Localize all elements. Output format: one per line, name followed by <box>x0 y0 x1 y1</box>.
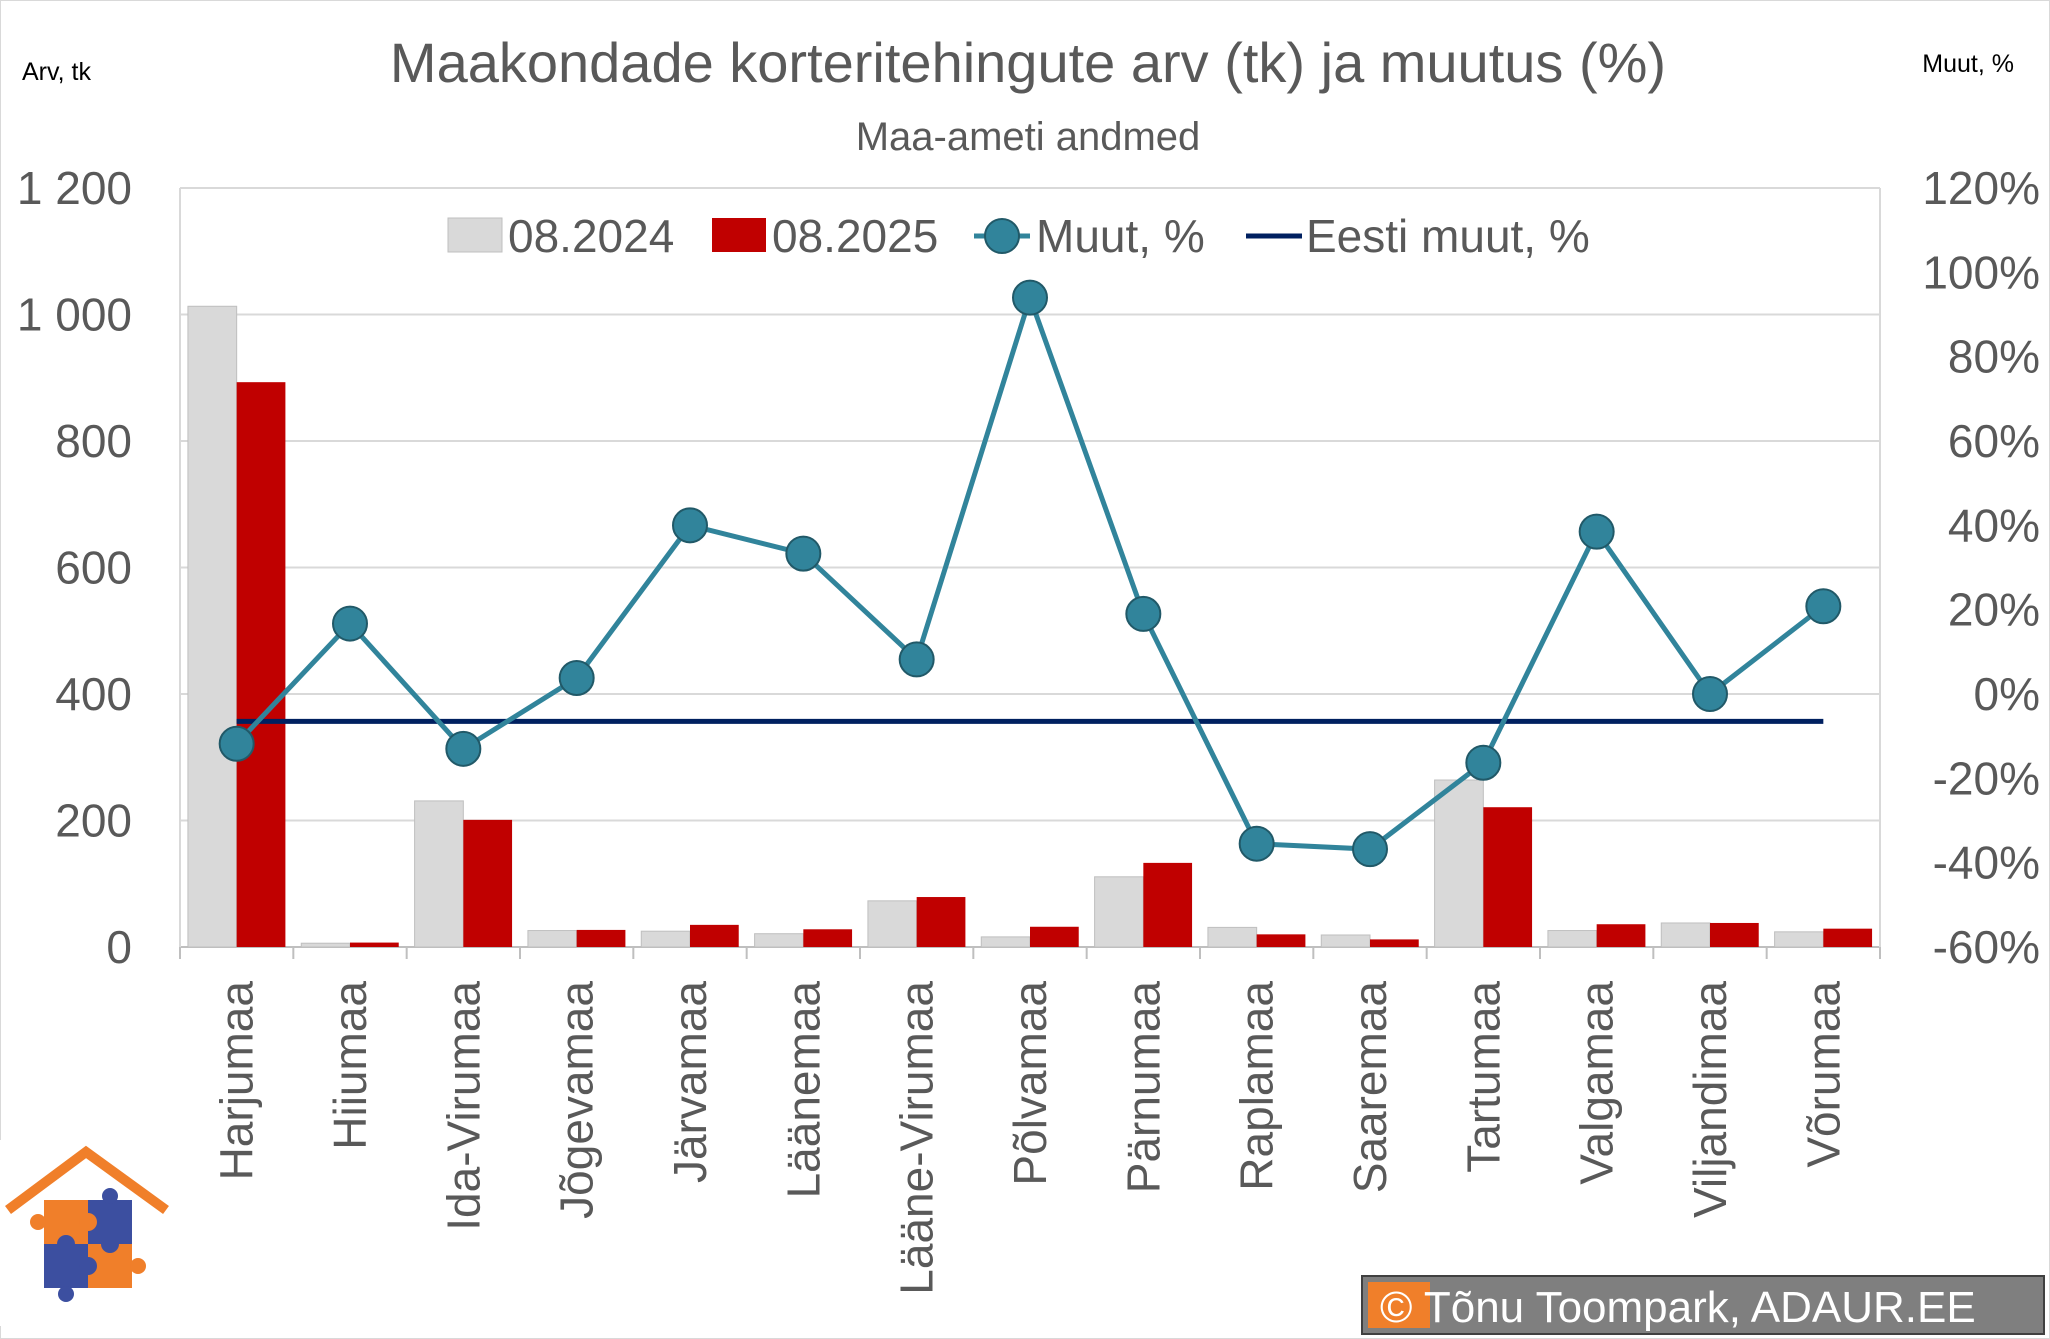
bar-082024-Hiiumaa <box>300 942 351 948</box>
bar-082025-Lääne-Virumaa <box>916 897 966 947</box>
category-axis: Harjumaa Hiiumaa Ida-Virumaa Jõgevamaa Järva… <box>211 981 1850 1295</box>
point-muut-Valgamaa <box>1578 513 1615 550</box>
legend-marker-muut <box>984 218 1020 254</box>
bar-082025-Võrumaa <box>1823 928 1873 947</box>
chart-title: Maakondade korteritehingute arv (tk) ja … <box>390 31 1666 94</box>
category-label: Ida-Virumaa <box>437 981 489 1231</box>
legend-label-2024: 08.2024 <box>508 210 674 262</box>
bar-082024-Põlvamaa <box>980 936 1031 948</box>
right-tick-label: 40% <box>1948 499 2040 551</box>
bar-082024-Ida-Virumaa <box>414 800 464 948</box>
category-label: Pärnumaa <box>1117 981 1169 1194</box>
bar-082025-Tartumaa <box>1483 807 1533 947</box>
bar-082025-Harjumaa <box>236 382 286 947</box>
left-tick-label: 600 <box>55 542 132 594</box>
left-tick-label: 200 <box>55 795 132 847</box>
legend-label-2025: 08.2025 <box>772 210 938 262</box>
right-axis-unit: Muut, % <box>1922 50 2014 78</box>
legend-label-muut: Muut, % <box>1036 210 1205 262</box>
legend-swatch-2024 <box>447 217 503 253</box>
bar-082025-Järvamaa <box>690 924 739 947</box>
category-label: Harjumaa <box>211 981 263 1181</box>
bar-082024-Läänemaa <box>754 933 804 948</box>
bar-082025-Valgamaa <box>1596 924 1646 947</box>
category-label: Saaremaa <box>1344 981 1396 1194</box>
point-muut-Ida-Virumaa <box>445 730 482 767</box>
category-label: Läänemaa <box>777 981 829 1199</box>
point-muut-Läänemaa <box>785 535 822 572</box>
bar-082024-Järvamaa <box>640 930 691 948</box>
left-tick-label: 1 000 <box>17 289 132 341</box>
bar-082024-Tartumaa <box>1434 779 1484 948</box>
bar-082025-Hiiumaa <box>350 942 399 947</box>
right-tick-label: 0% <box>1974 668 2040 720</box>
right-axis: -60% -40% -20% 0% 20% 40% 60% 80% 100% 120% <box>1922 162 2040 973</box>
logo <box>0 1140 172 1326</box>
credit-badge: © Tõnu Toompark, ADAUR.EE <box>1361 1275 2045 1335</box>
bar-082024-Raplamaa <box>1207 926 1258 948</box>
bar-082025-Põlvamaa <box>1030 926 1079 947</box>
left-tick-label: 1 200 <box>17 162 132 214</box>
credit-text: © Tõnu Toompark, ADAUR.EE <box>1380 1283 1976 1332</box>
chart-subtitle: Maa-ameti andmed <box>856 115 1201 159</box>
point-muut-Põlvamaa <box>1012 279 1048 316</box>
bar-082025-Viljandimaa <box>1710 922 1759 947</box>
category-label: Lääne-Virumaa <box>891 981 943 1295</box>
bar-082025-Saaremaa <box>1370 939 1419 947</box>
right-tick-label: -60% <box>1933 921 2040 973</box>
legend: 08.2024 08.2025 Muut, % Eesti muut, % <box>447 210 1590 262</box>
category-label: Hiiumaa <box>324 981 376 1150</box>
point-muut-Jõgevamaa <box>558 659 595 696</box>
right-tick-label: 120% <box>1922 162 2040 214</box>
point-muut-Tartumaa <box>1465 744 1502 781</box>
bar-082024-Harjumaa <box>187 305 238 948</box>
right-tick-label: 100% <box>1922 246 2040 298</box>
bar-082024-Võrumaa <box>1774 931 1824 948</box>
bar-082024-Jõgevamaa <box>527 930 578 948</box>
left-tick-label: 400 <box>55 668 132 720</box>
legend-swatch-2025 <box>712 218 766 252</box>
right-tick-label: -20% <box>1933 752 2040 804</box>
point-muut-Raplamaa <box>1238 825 1275 862</box>
bar-082025-Läänemaa <box>803 929 853 947</box>
bar-082025-Raplamaa <box>1256 934 1306 947</box>
category-label: Jõgevamaa <box>551 981 603 1219</box>
left-axis: 0 200 400 600 800 1 000 1 200 <box>17 162 132 973</box>
point-muut-Lääne-Virumaa <box>898 641 935 678</box>
bar-082024-Saaremaa <box>1320 934 1371 948</box>
bar-082024-Pärnumaa <box>1094 876 1144 948</box>
right-tick-label: 60% <box>1948 415 2040 467</box>
right-tick-label: -40% <box>1933 837 2040 889</box>
bar-082024-Lääne-Virumaa <box>867 900 918 948</box>
bars <box>187 305 1873 948</box>
category-label: Võrumaa <box>1797 981 1849 1168</box>
point-muut-Saaremaa <box>1352 831 1388 868</box>
bar-082025-Pärnumaa <box>1143 862 1193 947</box>
legend-label-eesti: Eesti muut, % <box>1306 210 1590 262</box>
right-tick-label: 80% <box>1948 331 2040 383</box>
left-axis-unit: Arv, tk <box>22 58 91 86</box>
line-series <box>218 279 1842 868</box>
category-label: Järvamaa <box>664 981 716 1183</box>
point-muut-Harjumaa <box>218 725 255 762</box>
category-label: Tartumaa <box>1457 981 1509 1173</box>
bar-082025-Ida-Virumaa <box>463 819 513 947</box>
category-label: Viljandimaa <box>1684 981 1736 1218</box>
category-label: Põlvamaa <box>1004 981 1056 1186</box>
point-muut-Järvamaa <box>672 507 708 544</box>
bar-082024-Viljandimaa <box>1660 922 1711 948</box>
left-tick-label: 800 <box>55 415 132 467</box>
right-tick-label: 20% <box>1948 584 2040 636</box>
bar-082025-Jõgevamaa <box>576 929 626 947</box>
point-muut-Viljandimaa <box>1692 676 1728 712</box>
point-muut-Hiiumaa <box>332 605 368 642</box>
left-tick-label: 0 <box>106 921 132 973</box>
point-muut-Võrumaa <box>1805 588 1842 625</box>
category-label: Raplamaa <box>1231 981 1283 1191</box>
category-label: Valgamaa <box>1571 981 1623 1185</box>
bar-082024-Valgamaa <box>1547 930 1598 948</box>
point-muut-Pärnumaa <box>1125 595 1162 632</box>
